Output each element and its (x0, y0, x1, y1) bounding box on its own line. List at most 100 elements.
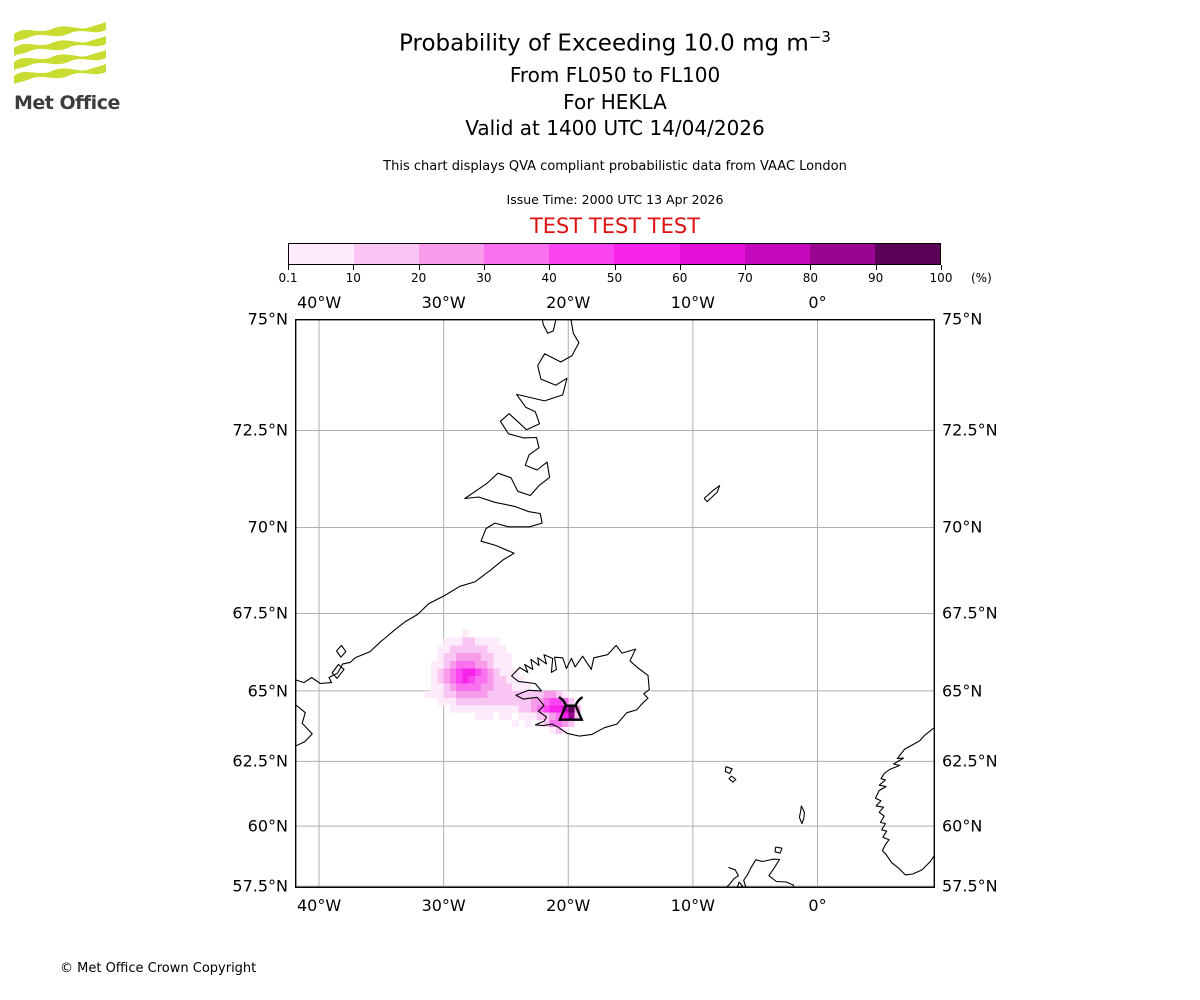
colorbar-tick (941, 265, 942, 270)
plume-cell (431, 668, 438, 677)
plume-cell (481, 637, 488, 646)
plume-cell (487, 676, 494, 684)
plume-cell (474, 698, 482, 706)
plume-cell (437, 653, 444, 661)
plume-cell (468, 676, 475, 684)
plume-cell (456, 698, 463, 706)
plume-cell (481, 690, 488, 699)
plume-cell (530, 690, 538, 699)
plume-cell (543, 719, 550, 727)
subtitle-valid-time: Valid at 1400 UTC 14/04/2026 (465, 116, 765, 140)
plume-cell (493, 645, 500, 654)
plume-cell (505, 705, 513, 713)
plume-cell (568, 698, 575, 706)
plume-cell (518, 690, 525, 699)
plume-cell (543, 698, 550, 706)
lat-label-left: 75°N (247, 309, 288, 329)
colorbar-tick (745, 265, 747, 270)
plume-cell (543, 705, 550, 713)
colorbar-tick-labels: 0.1 10 20 30 40 50 60 70 80 90 100 (278, 271, 952, 287)
colorbar-tick (353, 265, 355, 270)
plume-cell (468, 653, 475, 661)
plume-cell (568, 705, 575, 713)
lat-label-right: 75°N (942, 309, 983, 329)
plume-cell (437, 676, 444, 684)
plume-cell (568, 712, 575, 720)
coastline-shetland (798, 805, 805, 825)
plume-cell (449, 645, 457, 654)
plume-cell (493, 660, 500, 669)
plume-cell (487, 683, 494, 691)
colorbar-tick-label: 40 (541, 271, 557, 285)
lon-label-top: 30°W (421, 293, 466, 312)
lat-label-right: 62.5°N (942, 751, 998, 771)
plume-cell (449, 705, 457, 713)
plume-cell (456, 683, 463, 691)
plume-cell (481, 660, 488, 669)
plume-cell (493, 705, 500, 713)
plume-cell (474, 712, 482, 720)
plume-cell (443, 683, 450, 691)
plume-cell (524, 705, 531, 713)
coastline-iceland (511, 644, 650, 737)
plume-cell (449, 690, 457, 699)
plume-cell (456, 645, 463, 654)
plume-cell (487, 698, 494, 706)
plume-cell (462, 653, 469, 661)
lat-label-right: 72.5°N (942, 420, 998, 440)
lon-label-top: 20°W (546, 293, 591, 312)
plume-cell (499, 712, 506, 720)
plume-cell (437, 698, 444, 706)
plume-cell (487, 645, 494, 654)
plume-cell (437, 668, 444, 677)
plume-cell (524, 712, 531, 720)
plume-cell (549, 719, 556, 727)
plume-cell (456, 690, 463, 699)
title-text: Probability of Exceeding 10.0 mg m (399, 30, 809, 57)
plume-cell (499, 668, 506, 677)
plume-cell (499, 705, 506, 713)
plume-cell (468, 698, 475, 706)
plume-cell (456, 637, 463, 646)
plume-cell (487, 653, 494, 661)
map-area (294, 314, 936, 890)
colorbar-segment-2 (419, 244, 485, 264)
lat-label-right: 57.5°N (942, 876, 998, 896)
plume-cell (449, 668, 457, 677)
plume-cell (505, 690, 513, 699)
logo-text: Met Office (14, 92, 120, 114)
plume-cell (456, 668, 463, 677)
plume-cell (493, 698, 500, 706)
coastline-greenland_sw (294, 703, 313, 747)
lon-label-bottom: 10°W (670, 896, 715, 915)
qva-note: This chart displays QVA compliant probab… (383, 159, 847, 174)
coastline-faroe_2 (728, 775, 737, 783)
plume-cell (456, 705, 463, 713)
plume-cell (512, 690, 519, 699)
plume-cell (468, 683, 475, 691)
plume-cell (443, 637, 450, 646)
colorbar (288, 243, 941, 265)
plume-cell (462, 705, 469, 713)
plume-cell (437, 690, 444, 699)
plume-cell (530, 705, 538, 713)
colorbar-tick-label: 90 (868, 271, 884, 285)
lat-label-left: 57.5°N (232, 876, 288, 896)
plume-cell (537, 712, 544, 720)
plume-cell (568, 719, 575, 727)
plume-cell (431, 676, 438, 684)
coastline-norway (874, 726, 936, 876)
plume-cell (437, 645, 444, 654)
plume-cell (524, 683, 531, 691)
plume-cell (462, 637, 469, 646)
plume-cell (524, 719, 531, 727)
plume-cell (487, 660, 494, 669)
plume-cell (518, 698, 525, 706)
colorbar-tick (483, 265, 485, 270)
plume-cell (505, 660, 513, 669)
plume-cell (474, 637, 482, 646)
lat-label-left: 60°N (247, 816, 288, 836)
coastline-hebrides (725, 866, 739, 890)
map-canvas (294, 314, 936, 890)
plume-cell (462, 668, 469, 677)
